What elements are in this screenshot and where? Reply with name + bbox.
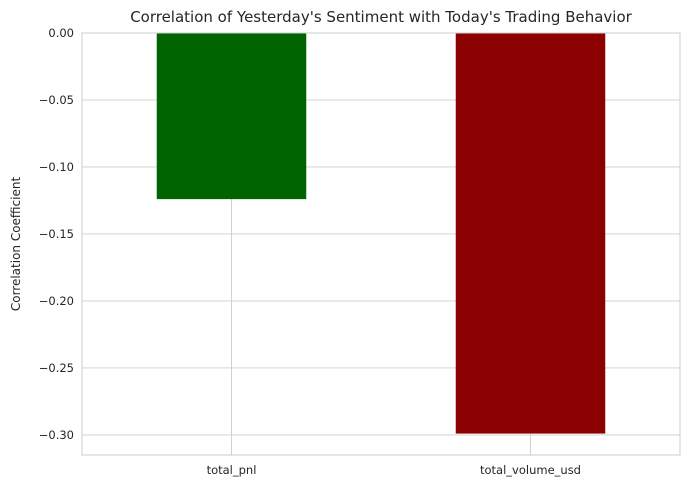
y-tick-label: 0.00 [48,26,74,40]
y-tick-label: −0.30 [39,428,74,442]
y-tick-label: −0.05 [39,93,74,107]
x-tick-label: total_pnl [207,463,257,477]
plot-frame [81,32,681,456]
x-tick-labels: total_pnl total_volume_usd [207,463,581,477]
chart-title: Correlation of Yesterday's Sentiment wit… [130,8,632,26]
y-tick-label: −0.15 [39,227,74,241]
bars [156,33,606,434]
y-tick-label: −0.10 [39,160,74,174]
x-tick-label: total_volume_usd [480,463,581,477]
y-axis-label: Correlation Coefficient [9,177,23,312]
y-tick-labels: 0.00 −0.05 −0.10 −0.15 −0.20 −0.25 −0.30 [39,26,74,442]
bar-total-volume-usd [455,33,606,434]
y-tick-label: −0.25 [39,361,74,375]
y-tick-label: −0.20 [39,294,74,308]
bar-total-pnl [156,33,307,200]
